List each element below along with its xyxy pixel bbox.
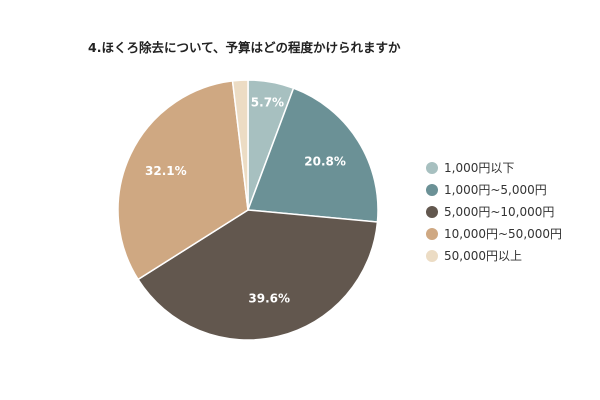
slice-value-label: 32.1% [145,164,187,178]
slice-value-label: 39.6% [248,291,290,305]
pie-slice [246,87,379,223]
slice-value-label: 20.8% [304,155,346,169]
chart-title: 4.ほくろ除去について、予算はどの程度かけられますか [88,40,401,55]
pie-slice [117,80,249,281]
legend-label: 50,000円以上 [444,249,522,263]
pie-slice-labels: 5.7% 20.8% 39.6% 32.1% [145,96,346,306]
legend-label: 10,000円~50,000円 [444,227,562,241]
legend-marker [426,206,438,218]
legend-marker [426,250,438,262]
legend: 1,000円以下 1,000円~5,000円 5,000円~10,000円 10,00… [426,161,562,263]
legend-label: 1,000円~5,000円 [444,183,547,197]
legend-marker [426,162,438,174]
pie-slice [231,79,249,211]
slice-value-label: 5.7% [251,96,284,110]
pie-slices [117,79,379,341]
legend-label: 5,000円~10,000円 [444,205,554,219]
legend-label: 1,000円以下 [444,161,514,175]
legend-marker [426,228,438,240]
legend-marker [426,184,438,196]
